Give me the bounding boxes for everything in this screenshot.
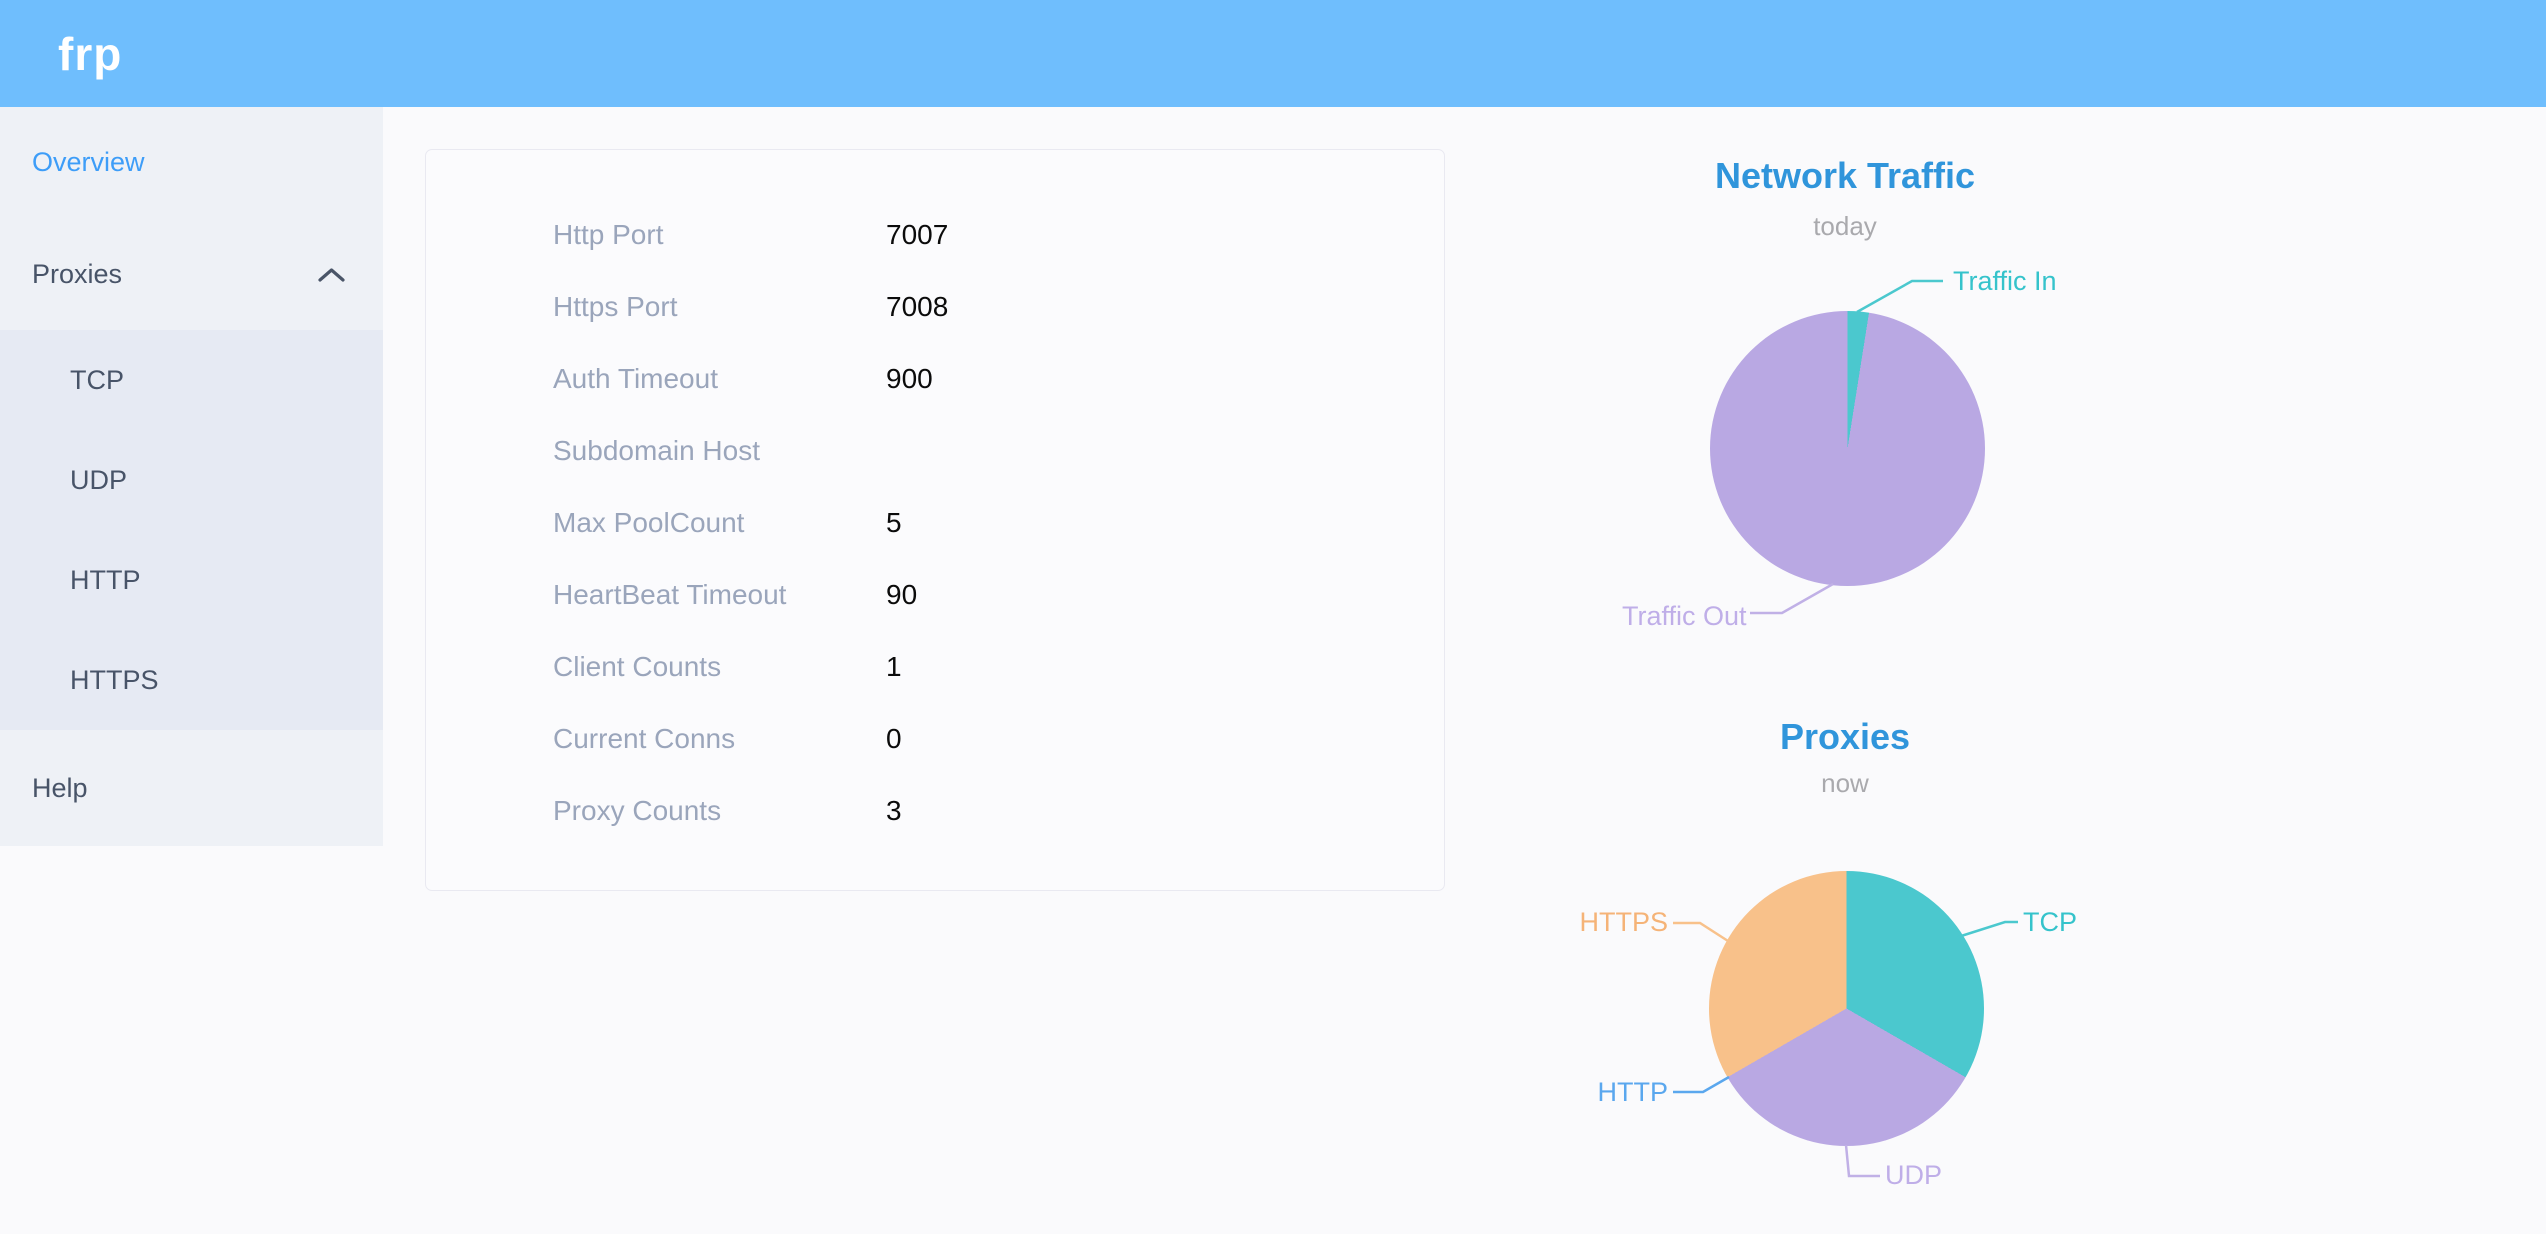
sidebar-submenu-proxies: TCP UDP HTTP HTTPS [0, 330, 383, 731]
network-traffic-chart-title: Network Traffic [1714, 155, 1976, 196]
info-row-max-poolcount: Max PoolCount 5 [426, 487, 1444, 559]
info-label: HeartBeat Timeout [553, 579, 787, 610]
info-label: Client Counts [553, 651, 722, 682]
pie-label-traffic-in: Traffic In [1953, 266, 2057, 296]
info-value: 3 [886, 795, 902, 826]
info-value: 0 [886, 723, 902, 754]
info-row-https-port: Https Port 7008 [426, 271, 1444, 343]
pie-label-traffic-out: Traffic Out [1622, 601, 1747, 631]
network-traffic-chart-subtitle: today [1813, 211, 1877, 241]
info-label: Http Port [553, 219, 664, 250]
proxies-chart-subtitle: now [1821, 768, 1869, 798]
info-row-proxy-counts: Proxy Counts 3 [426, 775, 1444, 847]
chevron-up-icon [318, 267, 345, 282]
info-row-subdomain-host: Subdomain Host [426, 415, 1444, 487]
sidebar-item-udp[interactable]: UDP [70, 464, 128, 495]
info-value: 5 [886, 507, 902, 538]
info-row-auth-timeout: Auth Timeout 900 [426, 343, 1444, 415]
sidebar-item-overview[interactable]: Overview [0, 107, 383, 219]
info-value: 7007 [886, 219, 949, 250]
info-label: Https Port [553, 291, 678, 322]
sidebar-item-proxies[interactable]: Proxies [0, 219, 383, 331]
pie-label-https: HTTPS [1579, 907, 1668, 937]
info-label: Auth Timeout [553, 363, 718, 394]
sidebar-item-https[interactable]: HTTPS [70, 664, 159, 695]
info-row-current-conns: Current Conns 0 [426, 703, 1444, 775]
server-info-card: Http Port 7007 Https Port 7008 Auth Time… [425, 149, 1445, 891]
info-value: 1 [886, 651, 902, 682]
info-row-http-port: Http Port 7007 [426, 199, 1444, 271]
proxies-chart-title: Proxies [1779, 716, 1911, 757]
info-label: Proxy Counts [553, 795, 722, 826]
pie-label-tcp: TCP [2023, 907, 2077, 937]
info-value: 90 [886, 579, 918, 610]
info-label: Max PoolCount [553, 507, 745, 538]
proxies-pie[interactable] [1709, 871, 1984, 1146]
sidebar-item-tcp[interactable]: TCP [70, 364, 124, 395]
sidebar: Overview Proxies TCP UDP HTTP HTTPS Help [0, 107, 383, 846]
info-row-client-counts: Client Counts 1 [426, 631, 1444, 703]
sidebar-item-http[interactable]: HTTP [70, 564, 141, 595]
info-value: 7008 [886, 291, 949, 322]
app-header: frp [0, 0, 2546, 107]
pie-label-udp: UDP [1885, 1160, 1943, 1190]
info-label: Subdomain Host [553, 435, 761, 466]
sidebar-item-help[interactable]: Help [0, 730, 383, 846]
pie-label-http: HTTP [1597, 1077, 1669, 1107]
info-row-heartbeat-timeout: HeartBeat Timeout 90 [426, 559, 1444, 631]
app-logo: frp [58, 27, 123, 80]
info-value: 900 [886, 363, 933, 394]
sidebar-item-help-label: Help [32, 772, 88, 803]
info-label: Current Conns [553, 723, 736, 754]
network-traffic-pie[interactable] [1710, 311, 1985, 586]
sidebar-item-proxies-label: Proxies [32, 259, 123, 289]
sidebar-item-overview-label: Overview [32, 147, 145, 178]
